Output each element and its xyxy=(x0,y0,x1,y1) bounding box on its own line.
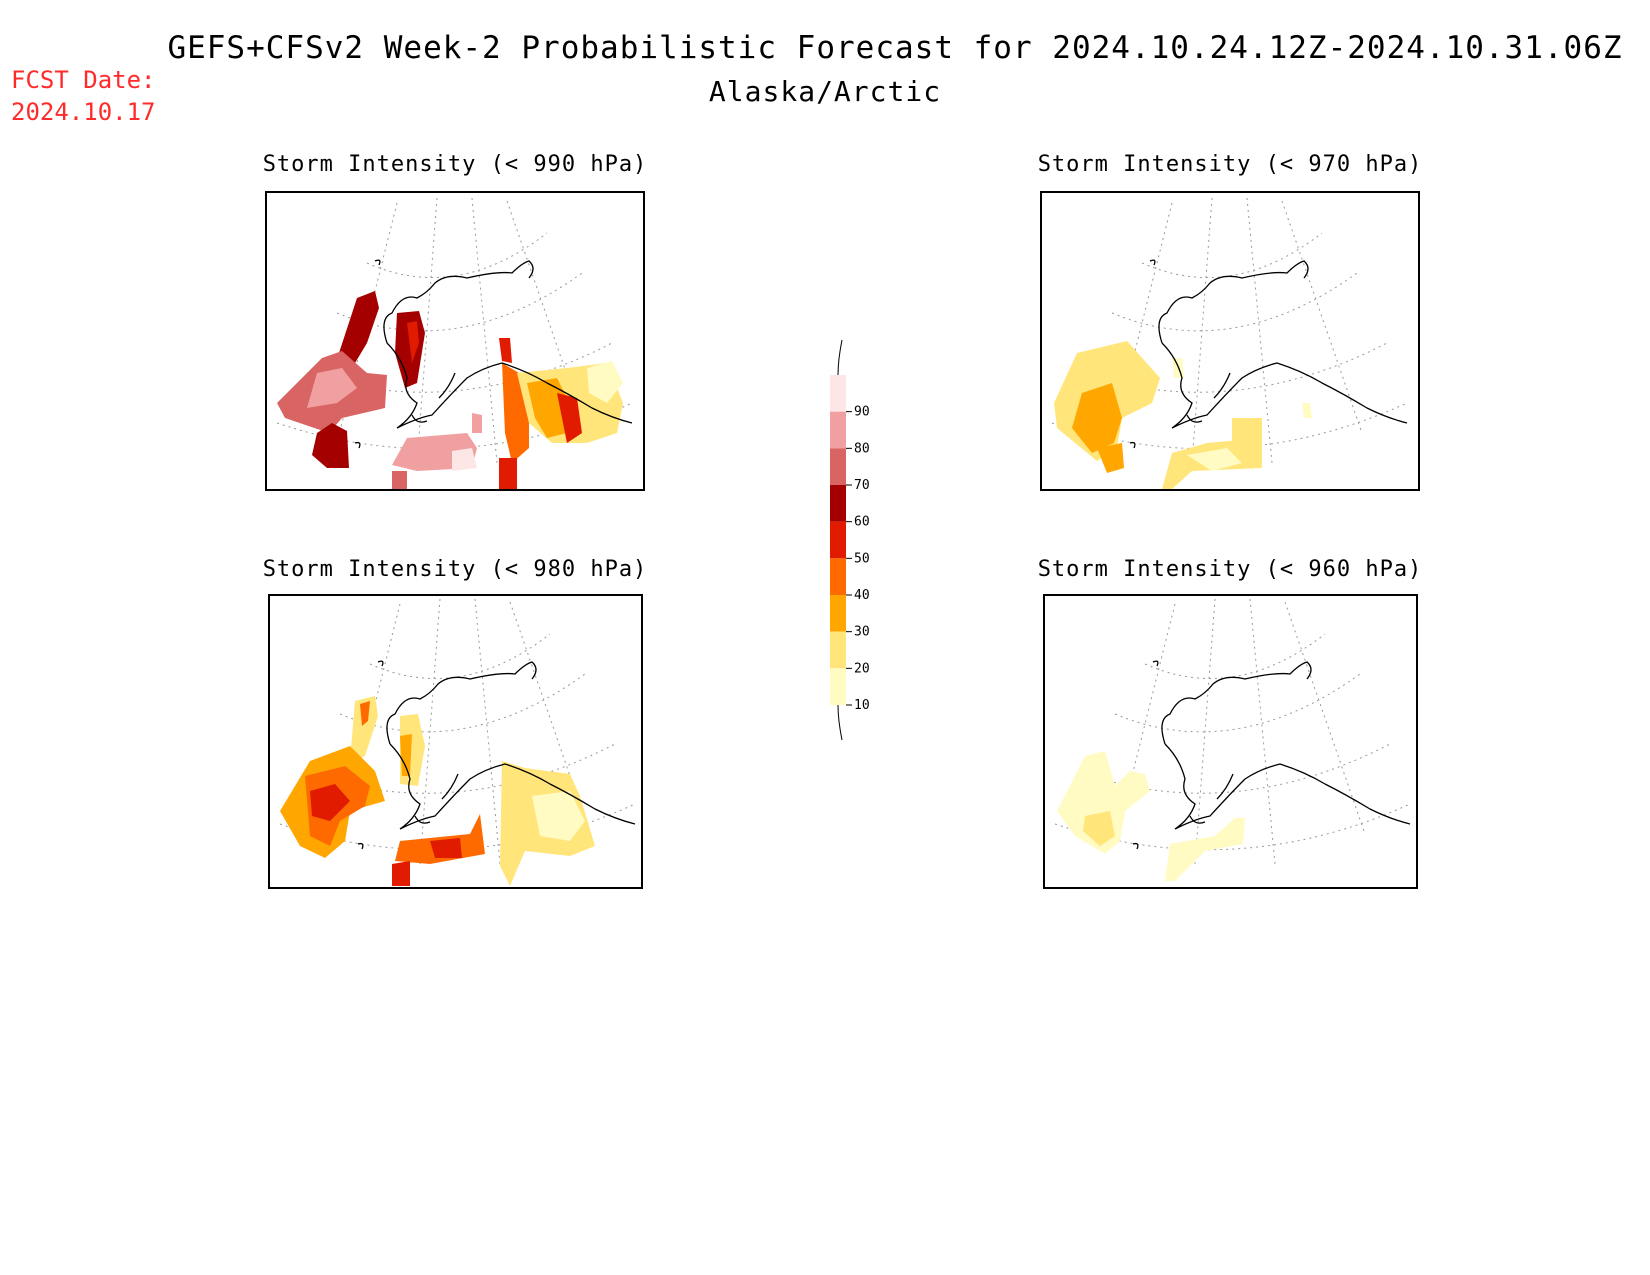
map-panel-970 xyxy=(1040,191,1420,491)
fcst-date-value: 2024.10.17 xyxy=(11,98,156,126)
legend-swatch-40 xyxy=(830,558,846,595)
legend-label-50: 50 xyxy=(854,551,870,566)
shade-region xyxy=(307,368,357,408)
legend-bottom-arrow xyxy=(837,704,843,741)
shade-region xyxy=(1165,818,1245,881)
shade-region xyxy=(400,734,412,776)
shade-region xyxy=(1072,383,1122,453)
shade-region xyxy=(360,701,370,726)
legend-swatch-20 xyxy=(830,631,846,669)
shade-region xyxy=(350,696,378,761)
legend-swatch-10 xyxy=(830,668,846,705)
shade-region xyxy=(532,791,585,841)
coastline xyxy=(1132,660,1411,850)
shade-region xyxy=(1097,443,1124,473)
shade-region xyxy=(587,361,623,403)
shade-region xyxy=(472,413,482,433)
panel-title-990: Storm Intensity (< 990 hPa) xyxy=(262,152,648,177)
legend-label-60: 60 xyxy=(854,515,870,530)
shade-region xyxy=(499,338,512,363)
legend-label-30: 30 xyxy=(854,625,870,640)
main-title: GEFS+CFSv2 Week-2 Probabilistic Forecast… xyxy=(167,30,1623,66)
shade-region xyxy=(1232,418,1262,443)
legend-swatch-70 xyxy=(830,448,846,485)
shade-region xyxy=(557,393,582,443)
shade-region xyxy=(1302,403,1312,418)
map-panel-990 xyxy=(265,191,645,491)
panel-title-980: Storm Intensity (< 980 hPa) xyxy=(262,557,648,582)
fcst-date-label: FCST Date: xyxy=(11,66,156,94)
legend-label-90: 90 xyxy=(854,405,870,420)
shading xyxy=(1057,751,1245,881)
shade-region xyxy=(502,363,529,463)
legend-swatch-30 xyxy=(830,595,846,632)
legend-swatch-60 xyxy=(830,485,846,522)
legend-swatch-80 xyxy=(830,411,846,449)
shade-region xyxy=(430,838,462,858)
panel-title-970: Storm Intensity (< 970 hPa) xyxy=(1037,152,1423,177)
map-panel-960 xyxy=(1043,594,1418,889)
shade-region xyxy=(1057,751,1150,854)
coastline xyxy=(357,660,636,850)
map-970 xyxy=(1051,197,1408,489)
shade-region xyxy=(1187,448,1242,471)
shade-region xyxy=(395,814,485,864)
shade-region xyxy=(407,321,419,363)
shade-region xyxy=(1172,358,1184,378)
color-legend: 90 80 70 60 50 40 30 20 10 xyxy=(830,339,870,741)
shading xyxy=(277,291,623,489)
panel-title-960: Storm Intensity (< 960 hPa) xyxy=(1037,557,1423,582)
shade-region xyxy=(310,784,350,821)
map-960 xyxy=(1054,598,1411,881)
legend-top-arrow xyxy=(837,339,843,376)
map-990 xyxy=(276,197,633,489)
legend-swatch-50 xyxy=(830,521,846,559)
shade-region xyxy=(339,291,379,363)
legend-label-40: 40 xyxy=(854,588,870,603)
shade-region xyxy=(312,423,349,468)
shading xyxy=(280,696,595,886)
shade-region xyxy=(499,458,517,489)
coastline xyxy=(354,259,633,449)
legend-label-70: 70 xyxy=(854,478,870,493)
shade-region xyxy=(452,448,477,471)
legend-label-80: 80 xyxy=(854,441,870,456)
sub-title: Alaska/Arctic xyxy=(708,75,942,108)
legend-swatch-90 xyxy=(830,375,846,412)
coastline xyxy=(1129,259,1408,449)
legend-label-20: 20 xyxy=(854,661,870,676)
shade-region xyxy=(392,471,407,489)
map-panel-980 xyxy=(268,594,643,889)
shade-region xyxy=(1083,811,1115,846)
map-980 xyxy=(279,598,636,886)
shade-region xyxy=(392,861,410,886)
shade-region xyxy=(527,378,572,438)
legend-label-10: 10 xyxy=(854,698,870,713)
shading xyxy=(1054,341,1312,489)
